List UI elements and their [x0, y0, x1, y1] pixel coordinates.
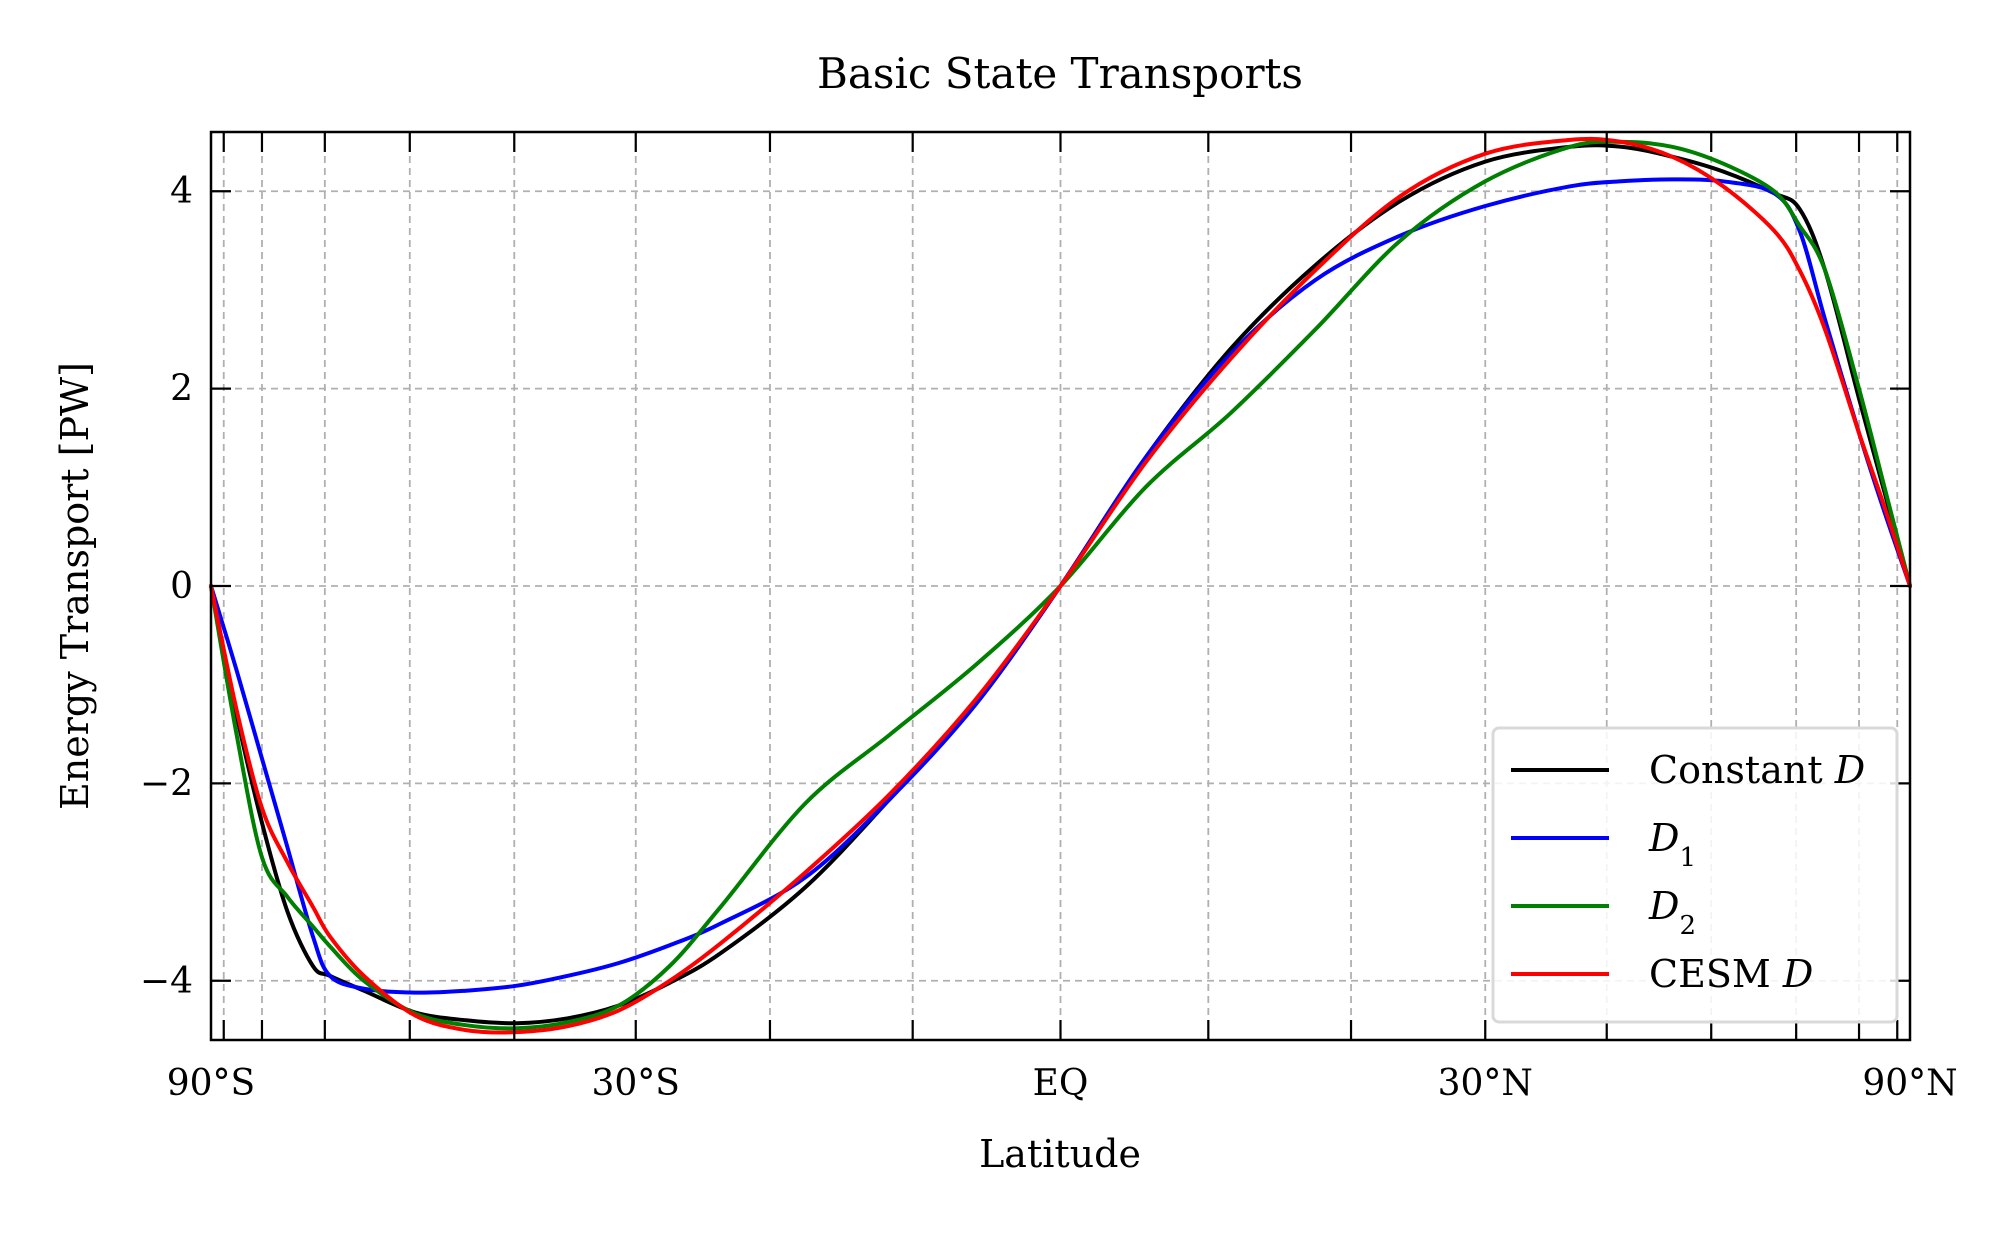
legend-box — [1491, 726, 1899, 1024]
legend: Constant D D1 D2 CESM D — [1491, 726, 1899, 1024]
y-tick-label: 0 — [170, 566, 193, 607]
legend-entry: D1 — [1511, 816, 1696, 873]
y-tick-label: 4 — [170, 171, 193, 212]
x-tick-labels: 90°S 30°S EQ 30°N 90°N — [167, 1063, 1958, 1104]
y-tick-labels: −4 −2 0 2 4 — [140, 171, 193, 1002]
legend-label: D1 — [1648, 816, 1696, 873]
y-tick-label: 2 — [170, 369, 193, 410]
x-axis-label: Latitude — [979, 1132, 1141, 1176]
series-lines — [209, 136, 1912, 1035]
y-tick-label: −4 — [140, 961, 193, 1002]
x-tick-label: 90°N — [1862, 1063, 1957, 1104]
chart-title: Basic State Transports — [817, 49, 1303, 98]
legend-entry: Constant D — [1511, 748, 1865, 792]
legend-label: D2 — [1648, 884, 1696, 941]
y-axis-label: Energy Transport [PW] — [53, 362, 97, 810]
series-line-cesm-d — [209, 136, 1912, 1035]
legend-label: Constant D — [1649, 748, 1865, 792]
x-tick-label: 30°S — [592, 1063, 680, 1104]
y-tick-label: −2 — [140, 763, 193, 804]
legend-entry: CESM D — [1511, 952, 1813, 996]
x-tick-label: 30°N — [1438, 1063, 1533, 1104]
series-line-d2 — [209, 139, 1912, 1031]
legend-label: CESM D — [1649, 952, 1813, 996]
x-tick-label: EQ — [1033, 1063, 1089, 1104]
x-tick-label: 90°S — [167, 1063, 255, 1104]
legend-entry: D2 — [1511, 884, 1696, 941]
